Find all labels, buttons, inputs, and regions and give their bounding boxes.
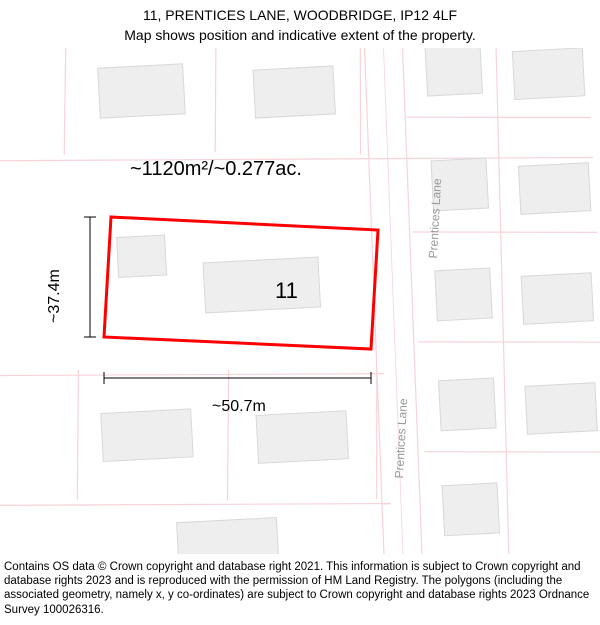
height-label: ~37.4m bbox=[46, 269, 64, 323]
page-subtitle: Map shows position and indicative extent… bbox=[0, 26, 600, 46]
plot-number: 11 bbox=[275, 278, 298, 304]
copyright-text: Contains OS data © Crown copyright and d… bbox=[4, 561, 589, 616]
map-canvas: ~1120m²/~0.277ac.11~50.7m~37.4mPrentices… bbox=[0, 48, 600, 555]
width-label: ~50.7m bbox=[212, 398, 266, 416]
copyright-footer: Contains OS data © Crown copyright and d… bbox=[0, 554, 600, 625]
area-label: ~1120m²/~0.277ac. bbox=[130, 158, 302, 181]
map-svg bbox=[0, 48, 600, 555]
header: 11, PRENTICES LANE, WOODBRIDGE, IP12 4LF… bbox=[0, 0, 600, 45]
page-title: 11, PRENTICES LANE, WOODBRIDGE, IP12 4LF bbox=[0, 6, 600, 26]
